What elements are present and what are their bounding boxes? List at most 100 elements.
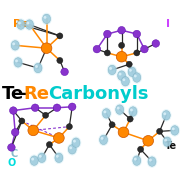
Circle shape xyxy=(157,128,163,134)
Ellipse shape xyxy=(161,109,172,121)
Ellipse shape xyxy=(36,152,47,164)
Ellipse shape xyxy=(72,138,80,147)
Ellipse shape xyxy=(108,65,116,75)
Ellipse shape xyxy=(162,111,170,120)
Ellipse shape xyxy=(41,13,52,25)
Ellipse shape xyxy=(162,136,172,148)
Ellipse shape xyxy=(55,153,63,163)
Ellipse shape xyxy=(56,155,59,158)
Circle shape xyxy=(11,129,19,136)
Circle shape xyxy=(126,61,132,67)
Ellipse shape xyxy=(164,139,167,142)
Ellipse shape xyxy=(31,158,34,161)
Circle shape xyxy=(8,144,15,151)
Ellipse shape xyxy=(14,58,22,67)
Ellipse shape xyxy=(25,20,33,29)
Circle shape xyxy=(46,142,52,148)
Ellipse shape xyxy=(121,77,129,86)
Ellipse shape xyxy=(163,112,166,115)
Circle shape xyxy=(134,50,140,56)
Ellipse shape xyxy=(109,67,112,70)
Circle shape xyxy=(28,125,39,136)
Ellipse shape xyxy=(128,67,136,77)
Ellipse shape xyxy=(26,22,29,24)
Ellipse shape xyxy=(133,73,141,82)
Circle shape xyxy=(118,26,125,34)
Ellipse shape xyxy=(117,107,120,110)
Ellipse shape xyxy=(170,124,180,136)
Circle shape xyxy=(10,107,17,114)
Ellipse shape xyxy=(73,140,76,143)
Text: -: - xyxy=(20,84,27,103)
Circle shape xyxy=(53,104,61,112)
Ellipse shape xyxy=(67,143,78,155)
Ellipse shape xyxy=(123,78,125,81)
Ellipse shape xyxy=(147,155,157,168)
Ellipse shape xyxy=(129,69,132,72)
Ellipse shape xyxy=(134,158,137,161)
Circle shape xyxy=(19,118,25,124)
Text: Te: Te xyxy=(165,141,177,150)
Ellipse shape xyxy=(11,41,19,50)
Circle shape xyxy=(143,136,154,146)
Circle shape xyxy=(68,103,76,111)
Circle shape xyxy=(141,45,148,53)
Ellipse shape xyxy=(54,152,64,164)
Circle shape xyxy=(57,57,63,64)
Ellipse shape xyxy=(134,75,137,77)
Ellipse shape xyxy=(18,22,21,24)
Ellipse shape xyxy=(133,156,141,165)
Text: Re: Re xyxy=(24,84,50,103)
Circle shape xyxy=(104,30,111,38)
Ellipse shape xyxy=(101,107,112,119)
Circle shape xyxy=(152,40,160,47)
Circle shape xyxy=(54,133,64,143)
Ellipse shape xyxy=(69,146,72,149)
Ellipse shape xyxy=(149,159,152,161)
Ellipse shape xyxy=(107,64,117,76)
Ellipse shape xyxy=(29,155,40,167)
Circle shape xyxy=(133,30,141,38)
Text: Carbonyls: Carbonyls xyxy=(48,84,149,103)
Ellipse shape xyxy=(44,16,46,19)
Ellipse shape xyxy=(148,157,156,166)
Circle shape xyxy=(61,68,68,76)
Ellipse shape xyxy=(100,135,108,145)
Circle shape xyxy=(31,104,39,112)
Ellipse shape xyxy=(101,137,103,140)
Ellipse shape xyxy=(119,73,122,76)
Ellipse shape xyxy=(16,18,26,31)
Circle shape xyxy=(104,50,110,56)
Ellipse shape xyxy=(33,62,43,74)
Ellipse shape xyxy=(43,14,51,24)
Ellipse shape xyxy=(39,155,42,158)
Ellipse shape xyxy=(34,63,42,73)
Ellipse shape xyxy=(130,108,133,112)
Text: Te: Te xyxy=(2,84,24,103)
Ellipse shape xyxy=(12,43,15,45)
Ellipse shape xyxy=(30,156,38,165)
Ellipse shape xyxy=(171,126,179,135)
Ellipse shape xyxy=(35,65,38,68)
Circle shape xyxy=(93,45,101,53)
Circle shape xyxy=(43,112,49,118)
Ellipse shape xyxy=(104,110,106,113)
Circle shape xyxy=(109,122,115,128)
Circle shape xyxy=(119,42,125,48)
Ellipse shape xyxy=(128,105,138,118)
Circle shape xyxy=(127,116,133,122)
Text: C: C xyxy=(10,149,18,159)
Ellipse shape xyxy=(163,137,171,146)
Ellipse shape xyxy=(10,39,21,52)
Text: Re: Re xyxy=(13,19,29,29)
Circle shape xyxy=(66,124,72,130)
Ellipse shape xyxy=(118,71,126,80)
Text: I: I xyxy=(166,19,170,29)
Ellipse shape xyxy=(120,75,131,88)
Ellipse shape xyxy=(131,155,142,167)
Ellipse shape xyxy=(68,145,76,154)
Circle shape xyxy=(41,43,52,53)
Circle shape xyxy=(57,33,63,39)
Text: O: O xyxy=(8,159,16,168)
Ellipse shape xyxy=(98,134,109,146)
